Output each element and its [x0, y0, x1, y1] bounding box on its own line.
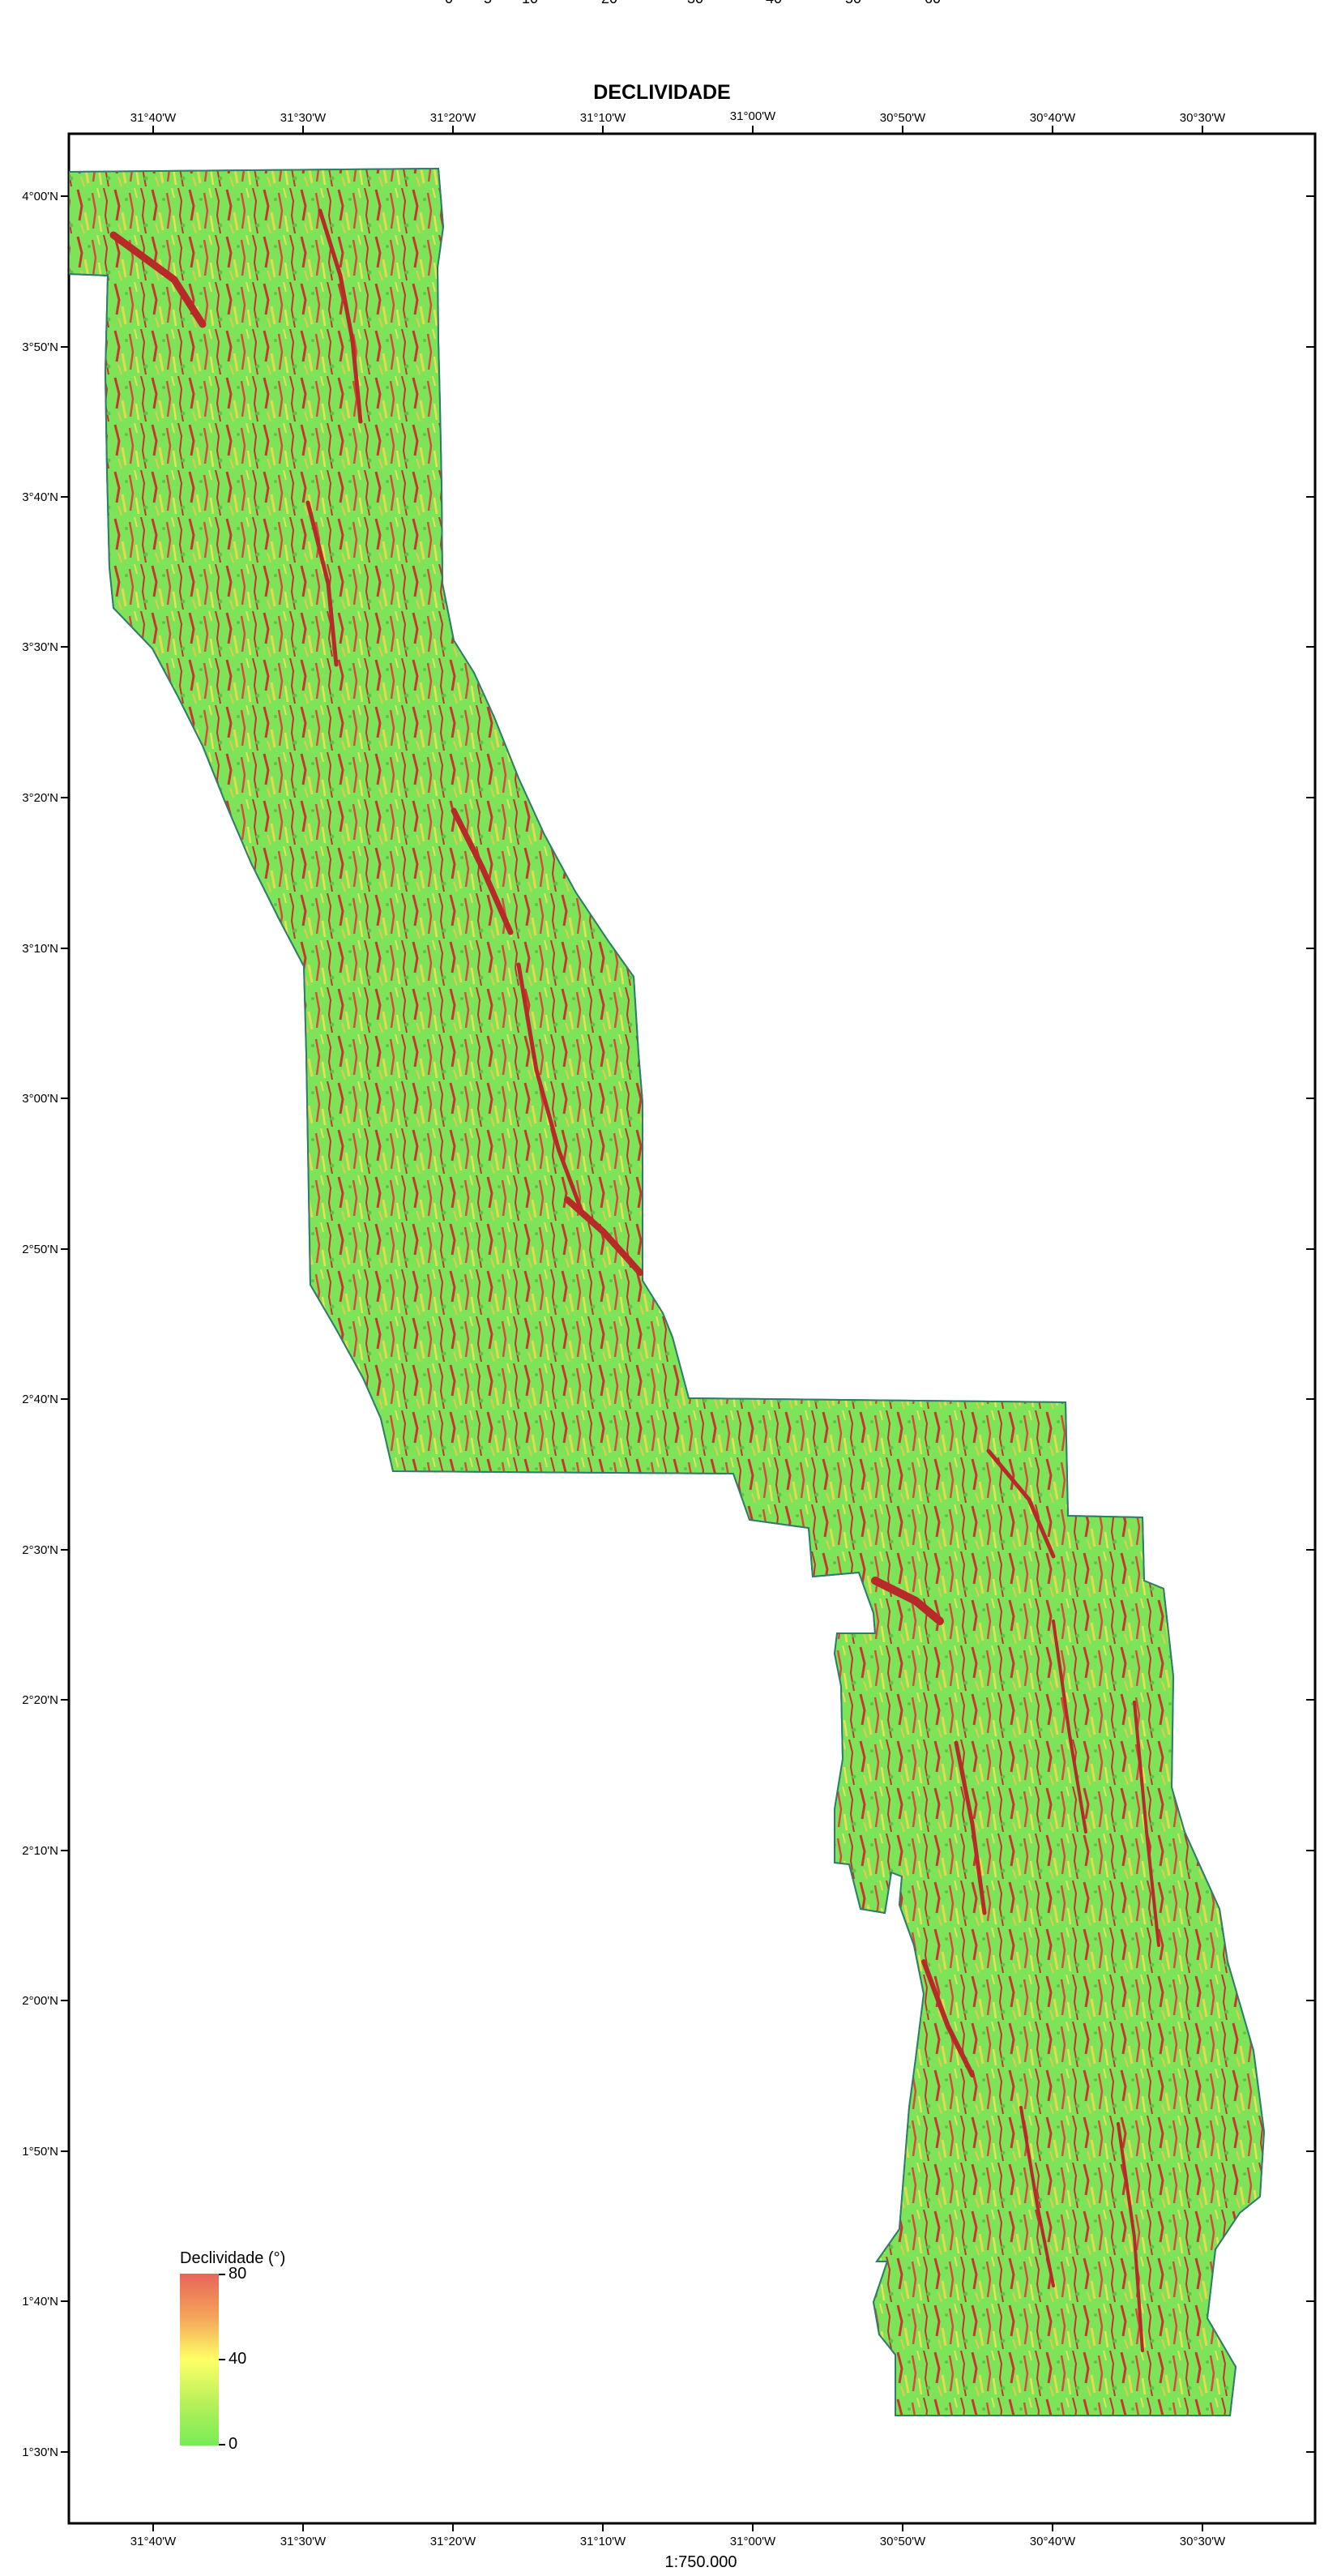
lat-label: 1°50'N: [22, 2145, 58, 2159]
lon-label-bottom: 31°40'W: [130, 2535, 177, 2548]
legend-label-mid: 40: [228, 2350, 247, 2368]
lat-label: 1°30'N: [22, 2445, 58, 2459]
lon-label-top: 31°10'W: [580, 111, 626, 125]
lon-label-bottom: 31°20'W: [430, 2535, 476, 2548]
legend-color-ramp: [180, 2274, 219, 2445]
lat-label: 2°40'N: [22, 1393, 58, 1406]
scalebar-label: 5: [484, 0, 492, 7]
lat-label: 3°40'N: [22, 490, 58, 504]
longitude-labels: 31°40'W 31°30'W 31°20'W 31°10'W 31°00'W …: [130, 109, 1226, 2548]
lat-label: 2°10'N: [22, 1844, 58, 1858]
scalebar-label: 30: [687, 0, 703, 7]
scalebar-label: 40: [766, 0, 782, 7]
scalebar-label: 20: [601, 0, 617, 7]
scalebar-label: 0: [445, 0, 453, 7]
lat-label: 4°00'N: [22, 190, 58, 203]
legend-title: Declividade (°): [180, 2249, 286, 2267]
map-title: DECLIVIDADE: [593, 81, 731, 104]
slope-raster: [69, 167, 1266, 2416]
map-frame: [67, 132, 1317, 2525]
lat-label: 2°30'N: [22, 1543, 58, 1557]
lat-label: 3°30'N: [22, 640, 58, 654]
lat-label: 1°40'N: [22, 2295, 58, 2309]
legend-tick: [219, 2274, 225, 2275]
lon-label-bottom: 30°50'W: [880, 2535, 926, 2548]
scalebar-label: 50: [845, 0, 861, 7]
scalebar-label: 10: [522, 0, 538, 7]
lon-label-top: 31°30'W: [280, 111, 327, 125]
lat-label: 2°00'N: [22, 1994, 58, 2008]
legend: Declividade (°) 80 40 0: [180, 2249, 286, 2452]
lon-label-bottom: 30°40'W: [1030, 2535, 1076, 2548]
scalebar-label: 60: [925, 0, 941, 7]
legend-tick: [219, 2359, 225, 2360]
lon-label-top: 30°50'W: [880, 111, 926, 125]
legend-label-max: 80: [228, 2265, 247, 2283]
longitude-ticks: [152, 126, 1203, 2531]
lon-label-bottom: 31°30'W: [280, 2535, 327, 2548]
lon-label-bottom: 31°00'W: [730, 2535, 776, 2548]
lon-label-top: 30°40'W: [1030, 111, 1076, 125]
lat-label: 2°20'N: [22, 1693, 58, 1707]
legend-tick: [219, 2444, 225, 2445]
lat-label: 3°00'N: [22, 1092, 58, 1106]
lon-label-bottom: 31°10'W: [580, 2535, 626, 2548]
latitude-labels: 4°00'N 3°50'N 3°40'N 3°30'N 3°20'N 3°10'…: [22, 190, 58, 2459]
latitude-ticks: [61, 195, 1315, 2453]
lon-label-bottom: 30°30'W: [1180, 2535, 1226, 2548]
lat-label: 3°10'N: [22, 942, 58, 956]
lon-label-top: 31°40'W: [130, 111, 177, 125]
lon-label-top: 31°00'W: [730, 109, 776, 123]
scale-text: 1:750.000: [664, 2553, 737, 2571]
lon-label-top: 31°20'W: [430, 111, 476, 125]
legend-label-min: 0: [228, 2435, 238, 2453]
lat-label: 3°20'N: [22, 791, 58, 805]
lon-label-top: 30°30'W: [1180, 111, 1226, 125]
lat-label: 2°50'N: [22, 1243, 58, 1256]
scalebar-top: 0 5 10 20 30 40 50 60: [0, 0, 1324, 16]
lat-label: 3°50'N: [22, 340, 58, 354]
